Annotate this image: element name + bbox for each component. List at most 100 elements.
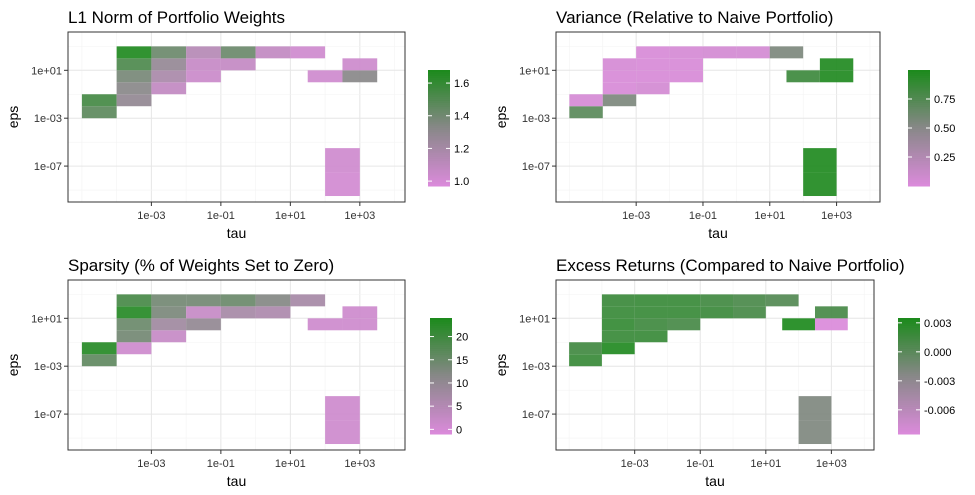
x-tick-label: 1e+01 <box>754 210 785 222</box>
heatmap-cell <box>116 94 152 107</box>
x-tick-label: 1e+03 <box>344 210 375 222</box>
colorbar-segment <box>898 393 920 396</box>
colorbar-segment <box>898 358 920 362</box>
heatmap-cells <box>81 294 378 445</box>
colorbar-segment <box>430 341 452 344</box>
colorbar-segment <box>908 70 930 73</box>
heatmap-cell <box>786 70 820 83</box>
colorbar-segment <box>908 166 930 170</box>
colorbar-segment <box>908 151 930 154</box>
heatmap-cell <box>151 82 187 95</box>
colorbar-segment <box>908 158 930 162</box>
colorbar-segment <box>428 141 450 144</box>
colorbar-segment <box>428 73 450 77</box>
colorbar-segment <box>908 73 930 77</box>
chart-panel-1: L1 Norm of Portfolio Weights 1e-03 1e-01 1e… <box>5 8 469 241</box>
colorbar-segment <box>898 385 920 389</box>
heatmap-cell <box>116 318 152 331</box>
heatmap-cell <box>151 46 187 59</box>
x-axis-title: tau <box>705 473 724 489</box>
colorbar-segment <box>898 327 920 331</box>
colorbar-tick-label: 1.6 <box>454 78 469 90</box>
colorbar-segment <box>908 102 930 106</box>
colorbar-segment <box>428 85 450 88</box>
plot-border <box>555 31 881 203</box>
colorbar-segment <box>430 395 452 398</box>
colorbar-segment <box>898 372 920 375</box>
heatmap-cell <box>700 306 734 319</box>
y-tick-label: 1e+01 <box>31 313 62 325</box>
heatmap-cell <box>220 58 256 71</box>
colorbar-segment <box>898 405 920 408</box>
chart-title: L1 Norm of Portfolio Weights <box>68 8 285 27</box>
colorbar-segment <box>430 339 452 342</box>
chart-panel-3: Sparsity (% of Weights Set to Zero) 1e-03… <box>5 256 468 489</box>
heatmap-cells <box>81 46 378 197</box>
colorbar-segment <box>430 325 452 329</box>
colorbar-segment <box>428 178 450 181</box>
colorbar-segment <box>430 430 452 433</box>
colorbar-segment <box>898 347 920 350</box>
heatmap-cell <box>116 306 152 319</box>
x-tick-label: 1e+01 <box>275 210 306 222</box>
colorbar-tick-label: -0.003 <box>924 376 955 388</box>
colorbar-segment <box>428 112 450 115</box>
colorbar-segment <box>908 172 930 175</box>
colorbar-segment <box>430 385 452 389</box>
colorbar-segment <box>898 376 920 379</box>
heatmap-cell <box>769 46 804 59</box>
heatmap-cell <box>569 354 602 367</box>
colorbar-segment <box>430 358 452 362</box>
colorbar-segment <box>428 120 450 123</box>
heatmap-cell <box>186 306 221 319</box>
colorbar-segment <box>428 108 450 112</box>
colorbar-segment <box>908 157 930 160</box>
colorbar-segment <box>908 149 930 152</box>
colorbar-segment <box>908 120 930 123</box>
colorbar-segment <box>898 391 920 394</box>
colorbar-segment <box>430 401 452 404</box>
heatmap-cell <box>186 318 221 331</box>
colorbar-segment <box>428 75 450 79</box>
colorbar-segment <box>430 331 452 334</box>
heatmap-cell <box>81 354 117 367</box>
colorbar-tick-label: 0.25 <box>934 152 955 164</box>
colorbar-segment <box>430 379 452 383</box>
colorbar-segment <box>428 110 450 114</box>
colorbar-legend: 0 5 10 15 20 <box>430 318 468 436</box>
colorbar-segment <box>428 153 450 156</box>
colorbar-segment <box>428 149 450 152</box>
colorbar-segment <box>430 360 452 363</box>
colorbar-segment <box>428 93 450 96</box>
heatmap-cell <box>667 318 701 331</box>
colorbar-segment <box>908 83 930 86</box>
colorbar-segment <box>908 164 930 168</box>
colorbar-segment <box>430 393 452 396</box>
heatmap-cell <box>669 58 703 71</box>
colorbar-tick-label: 0.75 <box>934 94 955 106</box>
colorbar-segment <box>898 360 920 363</box>
colorbar-segment <box>908 135 930 139</box>
colorbar-segment <box>428 182 450 185</box>
y-tick-label: 1e-07 <box>34 409 62 421</box>
colorbar-segment <box>430 354 452 358</box>
colorbar-segment <box>430 335 452 338</box>
colorbar-segment <box>908 128 930 131</box>
heatmap-cell <box>342 306 378 319</box>
colorbar-segment <box>430 418 452 421</box>
colorbar-segment <box>428 83 450 86</box>
colorbar-segment <box>428 116 450 119</box>
colorbar-segment <box>908 91 930 94</box>
heatmap-cell <box>81 106 117 119</box>
colorbar-tick-label: 1.2 <box>454 143 469 155</box>
x-tick-label: 1e+03 <box>344 458 375 470</box>
colorbar-segment <box>898 339 920 342</box>
colorbar-segment <box>428 77 450 81</box>
colorbar-segment <box>428 164 450 168</box>
heatmap-cell <box>700 294 734 307</box>
colorbar-segment <box>430 420 452 423</box>
colorbar-segment <box>898 420 920 423</box>
heatmap-cell <box>803 172 837 197</box>
colorbar-segment <box>898 374 920 377</box>
y-tick-label: 1e-03 <box>522 361 550 373</box>
